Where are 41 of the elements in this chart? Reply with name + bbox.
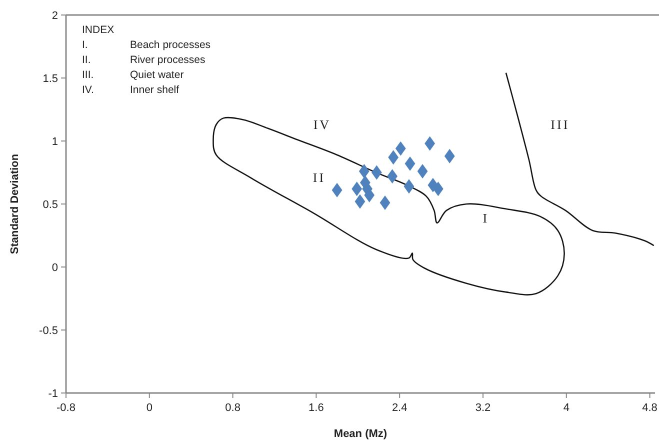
point <box>380 196 390 210</box>
point <box>371 165 382 180</box>
point <box>354 194 366 209</box>
point <box>395 141 406 156</box>
x-tick-label: 0 <box>146 402 152 414</box>
x-tick-label: 2.4 <box>392 402 408 414</box>
text: IV. Inner shelf <box>82 84 180 96</box>
y-axis-title: Standard Deviation <box>9 154 21 254</box>
point <box>387 169 398 184</box>
x-tick-label: 3.2 <box>475 402 491 414</box>
text: I. Beach processes <box>82 39 211 51</box>
point <box>424 136 436 151</box>
annotation: III <box>550 117 570 132</box>
point <box>388 150 399 165</box>
point <box>417 164 428 178</box>
x-tick-label: 1.6 <box>308 402 324 414</box>
point <box>352 182 362 196</box>
y-tick-label: -1 <box>48 388 58 400</box>
y-tick-label: 1 <box>52 136 58 148</box>
y-tick-label: 2 <box>52 10 58 22</box>
y-tick-label: 0.5 <box>42 198 58 211</box>
text: II. River processes <box>82 54 206 66</box>
x-axis-title: Mean (Mz) <box>334 428 388 440</box>
y-tick-label: 0 <box>52 262 58 274</box>
x-tick-label: 0.8 <box>225 402 240 414</box>
point <box>432 182 444 196</box>
x-tick-label: 4.8 <box>642 402 658 414</box>
annotation: IV <box>313 117 332 132</box>
annotation: II <box>312 170 326 186</box>
x-tick-label: 4 <box>563 402 570 414</box>
annotation: INDEX <box>82 24 114 36</box>
point <box>404 156 416 171</box>
point <box>404 179 414 194</box>
point <box>444 148 455 164</box>
text: III. Quiet water <box>82 69 184 81</box>
x-tick-label: -0.8 <box>56 402 76 414</box>
y-tick-label: -0.5 <box>39 324 58 337</box>
point <box>358 164 370 178</box>
annotation: I <box>482 210 490 226</box>
y-tick-label: 1.5 <box>42 72 58 85</box>
point <box>332 182 342 198</box>
